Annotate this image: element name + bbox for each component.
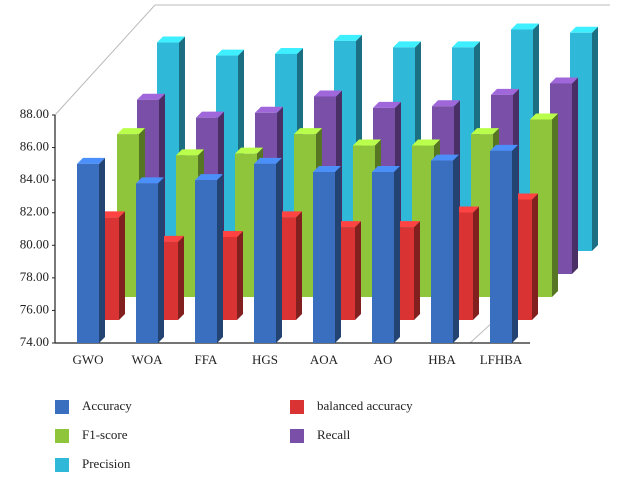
y-tick-label: 74.00 (20, 334, 49, 349)
bar (254, 163, 276, 343)
y-tick-label: 86.00 (20, 139, 49, 154)
x-tick-label: HGS (252, 352, 278, 367)
legend-swatch (55, 400, 69, 414)
bar-top (353, 139, 381, 146)
x-tick-label: HBA (428, 352, 456, 367)
bar-top (314, 90, 342, 97)
bar-side (532, 193, 538, 320)
x-tick-label: LFHBA (480, 352, 523, 367)
y-tick-label: 84.00 (20, 171, 49, 186)
bar-top (137, 93, 165, 100)
bar-top (530, 113, 558, 120)
x-tick-label: WOA (131, 352, 163, 367)
bar-side (217, 174, 223, 343)
bar-top (255, 106, 283, 113)
bar-side (355, 221, 361, 320)
bar-top (372, 166, 400, 172)
bar-top (216, 49, 244, 56)
bar-side (158, 177, 164, 343)
legend-label: F1-score (82, 427, 128, 442)
y-tick-label: 78.00 (20, 269, 49, 284)
bar-top (393, 41, 421, 48)
bar-top (176, 149, 204, 156)
x-tick-label: FFA (195, 352, 218, 367)
bar-top (196, 111, 224, 118)
legend-swatch (55, 429, 69, 443)
legend-swatch (55, 458, 69, 472)
bar-side (512, 144, 518, 343)
bar (313, 172, 335, 343)
bar-top (195, 174, 223, 181)
bar-side (552, 113, 558, 297)
y-tick-label: 82.00 (20, 204, 49, 219)
legend-label: Accuracy (82, 398, 132, 413)
bar-top (452, 41, 480, 48)
x-tick-label: AO (374, 352, 393, 367)
bar-side (335, 166, 341, 343)
legend-label: Recall (317, 427, 351, 442)
legend-label: balanced accuracy (317, 398, 413, 413)
bar-top (373, 101, 401, 108)
bar-top (334, 34, 362, 41)
bar-top (412, 139, 440, 146)
bar-top (490, 144, 518, 151)
bar-top (570, 26, 598, 33)
bar-side (178, 235, 184, 320)
bar-top (432, 100, 460, 107)
bar-side (237, 230, 243, 320)
bar (372, 172, 394, 343)
bar-side (572, 77, 578, 274)
bar-top (77, 157, 105, 164)
legend-swatch (290, 400, 304, 414)
bar-side (119, 211, 125, 320)
bar-top (431, 154, 459, 161)
bar-top (275, 47, 303, 54)
legend-label: Precision (82, 456, 131, 471)
legend-swatch (290, 429, 304, 443)
y-tick-label: 80.00 (20, 236, 49, 251)
bar (136, 183, 158, 343)
bar-top (294, 128, 322, 135)
bar (490, 150, 512, 343)
y-tick-label: 88.00 (20, 106, 49, 121)
bar-top (136, 177, 164, 184)
bar-side (592, 26, 598, 252)
bar-top (313, 166, 341, 172)
bar-side (394, 166, 400, 343)
x-tick-label: AOA (310, 352, 339, 367)
bar (431, 160, 453, 343)
bar-top (511, 23, 539, 30)
bar-top (235, 147, 263, 154)
bar-top (157, 36, 185, 43)
x-tick-label: GWO (72, 352, 103, 367)
back-wall-edge (54, 4, 156, 116)
bar-top (550, 77, 578, 84)
bar-side (473, 206, 479, 320)
bar-top (471, 128, 499, 135)
bar (195, 180, 217, 343)
bar-side (414, 221, 420, 320)
bar-side (99, 157, 105, 343)
bar (77, 163, 99, 343)
bar-top (491, 88, 519, 95)
bar-side (453, 154, 459, 343)
bar-side (296, 211, 302, 320)
bar-top (254, 157, 282, 164)
bar-side (276, 157, 282, 343)
y-tick-label: 76.00 (20, 301, 49, 316)
bar-top (117, 128, 145, 135)
